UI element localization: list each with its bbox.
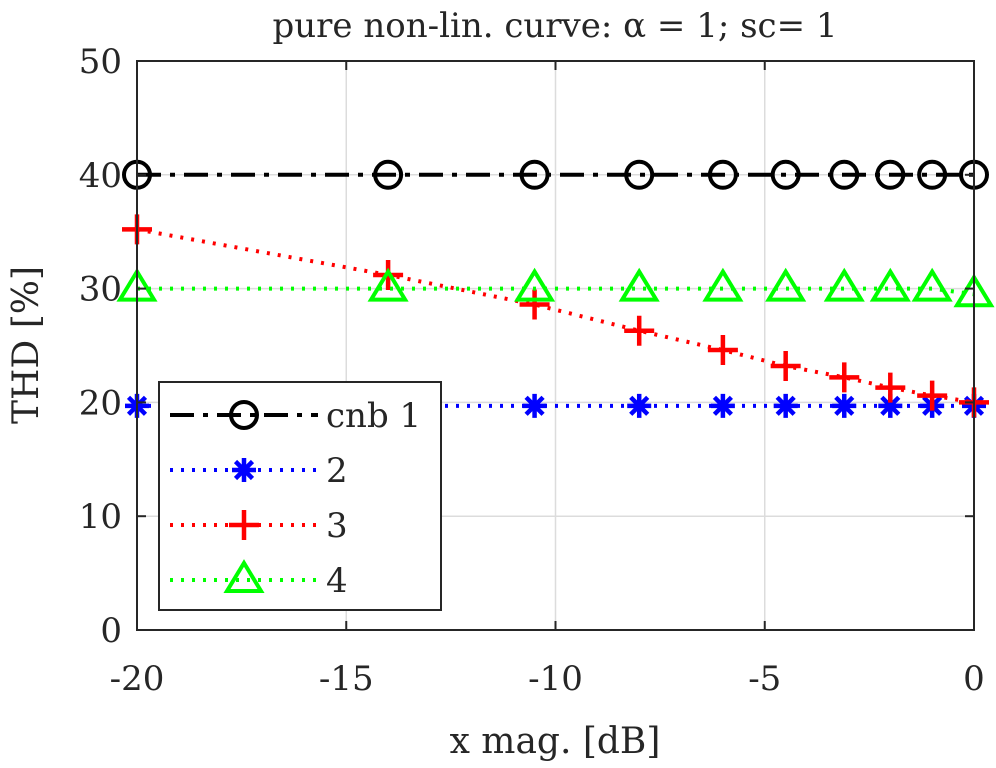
y-tick-label: 50: [79, 42, 122, 82]
x-tick-label: 0: [963, 659, 985, 699]
series-3-point: [519, 289, 550, 320]
series-3-point: [624, 315, 655, 346]
legend-label: 3: [326, 506, 348, 546]
legend-box: [158, 381, 442, 611]
y-tick-label: 10: [79, 497, 122, 537]
series-4-point: [514, 267, 556, 302]
axis-ticks: -20 -15 -10 -5 0 0 10 20 30 40 50: [79, 42, 985, 699]
legend-marker: [223, 559, 265, 593]
y-axis-label: THD [%]: [6, 266, 47, 424]
legend-marker: [229, 400, 259, 430]
series-2-point: [627, 393, 652, 418]
series-2-point: [878, 393, 903, 418]
series-4-point: [702, 267, 744, 302]
series-1-point: [917, 159, 948, 190]
series-1-point: [624, 159, 655, 190]
legend-marker: [229, 510, 259, 540]
series-4-point: [765, 267, 807, 302]
series-3-point: [917, 380, 948, 411]
series-2-point: [710, 393, 735, 418]
series-2-point: [832, 393, 857, 418]
legend-label: cnb 1: [326, 396, 421, 436]
series-4-line: [137, 286, 975, 297]
series-1-point: [707, 159, 738, 190]
series-3-point: [875, 372, 906, 403]
series-1-point: [770, 159, 801, 190]
legend: cnb 1 2 3 4: [158, 381, 442, 611]
series-4-point: [367, 267, 409, 302]
chart-title: pure non-lin. curve: α = 1; sc= 1: [272, 6, 837, 46]
series-1-point: [829, 159, 860, 190]
x-tick-label: -20: [110, 659, 165, 699]
x-tick-label: -10: [528, 659, 583, 699]
legend-label: 4: [326, 561, 348, 601]
x-axis-label: x mag. [dB]: [450, 721, 661, 762]
y-tick-label: 30: [79, 270, 122, 310]
y-tick-label: 20: [79, 383, 122, 423]
series-1-point: [519, 159, 550, 190]
series-3-point: [707, 335, 738, 366]
y-tick-label: 0: [100, 611, 122, 651]
series-1: [122, 159, 989, 190]
series-4: [116, 267, 995, 308]
x-tick-label: -15: [319, 659, 374, 699]
series-3-point: [829, 362, 860, 393]
series-1-point: [373, 159, 404, 190]
legend-label: 2: [326, 451, 348, 491]
legend-marker: [232, 458, 256, 482]
series-4-point: [618, 267, 660, 302]
series-2-point: [773, 393, 798, 418]
x-tick-label: -5: [748, 659, 781, 699]
series-2-point: [522, 393, 547, 418]
series-4-point: [823, 267, 865, 302]
series-4-point: [869, 267, 911, 302]
series-1-point: [875, 159, 906, 190]
series-3-point: [770, 350, 801, 381]
y-tick-label: 40: [79, 156, 122, 196]
series-4-point: [911, 267, 953, 302]
